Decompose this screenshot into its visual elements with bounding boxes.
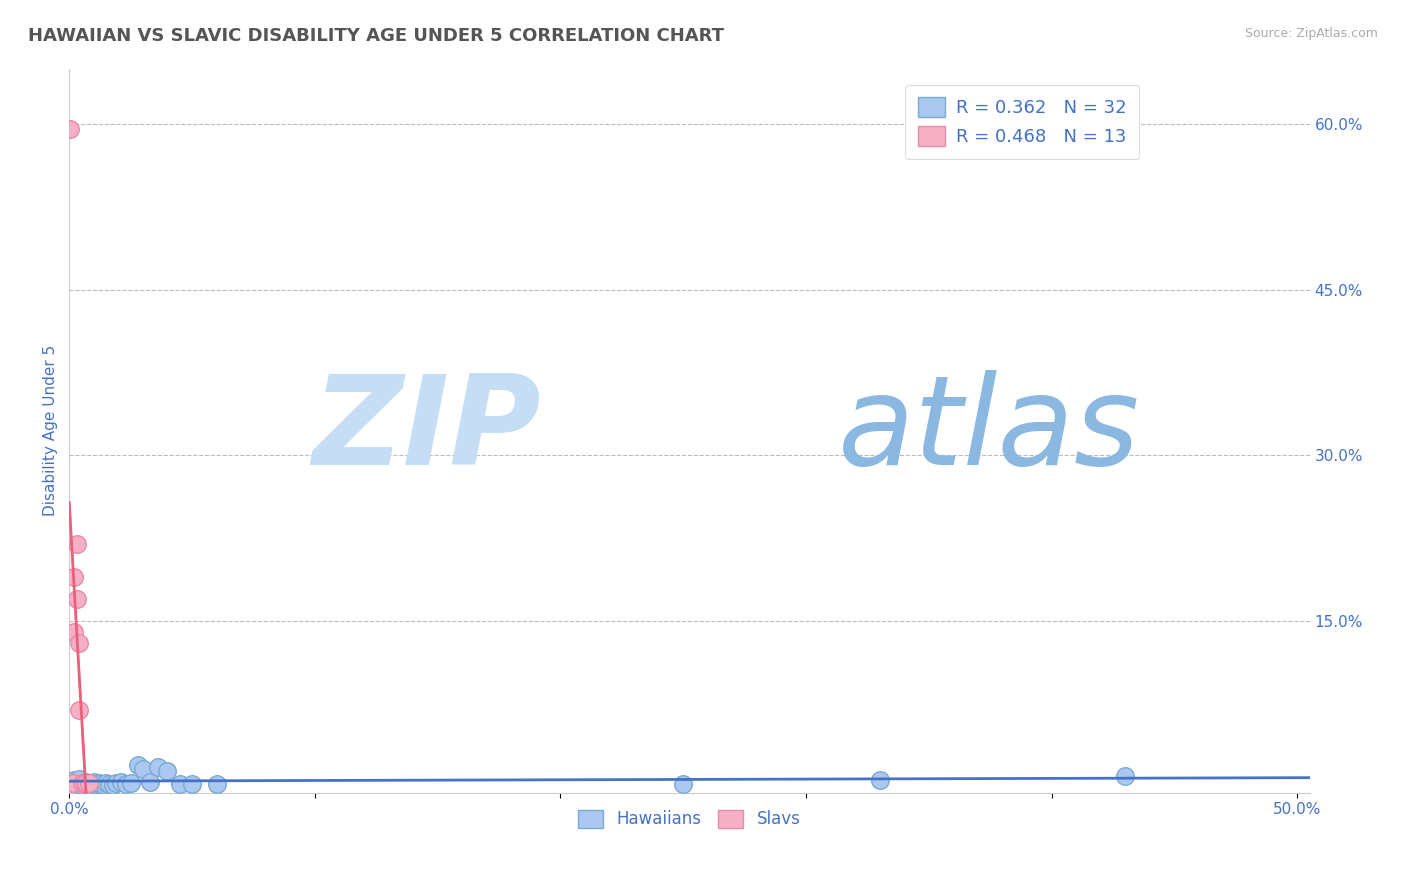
Point — [80, 775, 103, 789]
Point — [75, 775, 97, 789]
Point — [156, 764, 179, 778]
Point — [139, 774, 162, 789]
Point — [67, 703, 90, 717]
Point — [169, 777, 191, 791]
Point — [65, 592, 87, 607]
Point — [97, 777, 120, 791]
Y-axis label: Disability Age Under 5: Disability Age Under 5 — [44, 345, 58, 516]
Text: Source: ZipAtlas.com: Source: ZipAtlas.com — [1244, 27, 1378, 40]
Point — [65, 537, 87, 551]
Point — [146, 760, 169, 774]
Point — [65, 777, 87, 791]
Point — [104, 775, 127, 789]
Point — [672, 777, 695, 791]
Point — [94, 775, 117, 789]
Point — [63, 570, 86, 584]
Point — [63, 773, 86, 788]
Point — [127, 758, 149, 772]
Point — [73, 777, 96, 791]
Point — [73, 775, 96, 789]
Text: atlas: atlas — [838, 370, 1140, 491]
Point — [90, 777, 112, 791]
Legend: Hawaiians, Slavs: Hawaiians, Slavs — [572, 803, 807, 835]
Point — [62, 775, 84, 789]
Point — [132, 763, 155, 777]
Point — [70, 775, 93, 789]
Text: HAWAIIAN VS SLAVIC DISABILITY AGE UNDER 5 CORRELATION CHART: HAWAIIAN VS SLAVIC DISABILITY AGE UNDER … — [28, 27, 724, 45]
Point — [869, 773, 891, 788]
Point — [103, 778, 125, 792]
Point — [181, 777, 204, 791]
Point — [87, 775, 110, 789]
Point — [1114, 769, 1136, 783]
Point — [67, 636, 90, 650]
Point — [67, 772, 90, 787]
Point — [70, 775, 93, 789]
Text: ZIP: ZIP — [312, 370, 540, 491]
Point — [77, 778, 100, 792]
Point — [83, 774, 105, 789]
Point — [120, 775, 142, 789]
Point — [93, 778, 115, 792]
Point — [59, 122, 82, 136]
Point — [77, 775, 100, 789]
Point — [75, 774, 97, 789]
Point — [60, 775, 83, 789]
Point — [114, 777, 136, 791]
Point — [110, 774, 132, 789]
Point — [84, 777, 107, 791]
Point — [63, 625, 86, 640]
Point — [205, 777, 228, 791]
Point — [62, 775, 84, 789]
